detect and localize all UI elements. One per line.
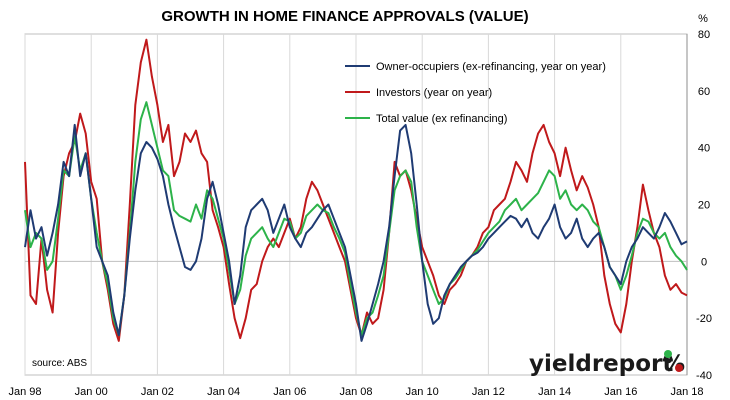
y-tick-label: 80: [698, 29, 710, 41]
legend-label-investors: Investors (year on year): [376, 87, 492, 99]
logo-wordmark: yieldreport: [529, 351, 673, 377]
y-tick-labels: -40 -20 0 20 40 60 80: [696, 29, 712, 382]
y-tick-label: -20: [696, 313, 712, 325]
y-tick-label: -40: [696, 370, 712, 382]
x-tick-label: Jan 18: [670, 386, 703, 398]
series-lines: [24, 38, 688, 342]
x-tick-label: Jan 14: [538, 386, 571, 398]
series-line-owner-occupiers: [24, 123, 688, 342]
y-tick-label: 20: [698, 200, 710, 212]
y-tick-label: 40: [698, 143, 710, 155]
x-tick-label: Jan 02: [141, 386, 174, 398]
source-note: source: ABS: [32, 358, 87, 369]
legend: Owner-occupiers (ex-refinancing, year on…: [345, 61, 606, 125]
y-tick-label: 60: [698, 86, 710, 98]
logo-red-dot: [675, 364, 683, 372]
chart-title: GROWTH IN HOME FINANCE APPROVALS (VALUE): [161, 8, 528, 25]
yieldreport-logo: yieldreport %: [529, 350, 685, 377]
x-tick-label: Jan 04: [207, 386, 240, 398]
series-line-total-value: [24, 101, 688, 337]
legend-label-total-value: Total value (ex refinancing): [376, 113, 507, 125]
y-tick-label: 0: [701, 256, 707, 268]
x-tick-label: Jan 10: [406, 386, 439, 398]
legend-label-owner-occupiers: Owner-occupiers (ex-refinancing, year on…: [376, 61, 606, 73]
x-tick-label: Jan 06: [273, 386, 306, 398]
x-tick-label: Jan 08: [339, 386, 372, 398]
logo-green-dot: [664, 350, 672, 358]
series-line-investors: [24, 38, 688, 342]
x-tick-labels: Jan 98 Jan 00 Jan 02 Jan 04 Jan 06 Jan 08 Jan …: [8, 386, 703, 398]
x-tick-label: Jan 98: [8, 386, 41, 398]
y-axis-unit: %: [698, 13, 708, 25]
x-tick-label: Jan 16: [604, 386, 637, 398]
x-tick-label: Jan 00: [75, 386, 108, 398]
x-tick-label: Jan 12: [472, 386, 505, 398]
